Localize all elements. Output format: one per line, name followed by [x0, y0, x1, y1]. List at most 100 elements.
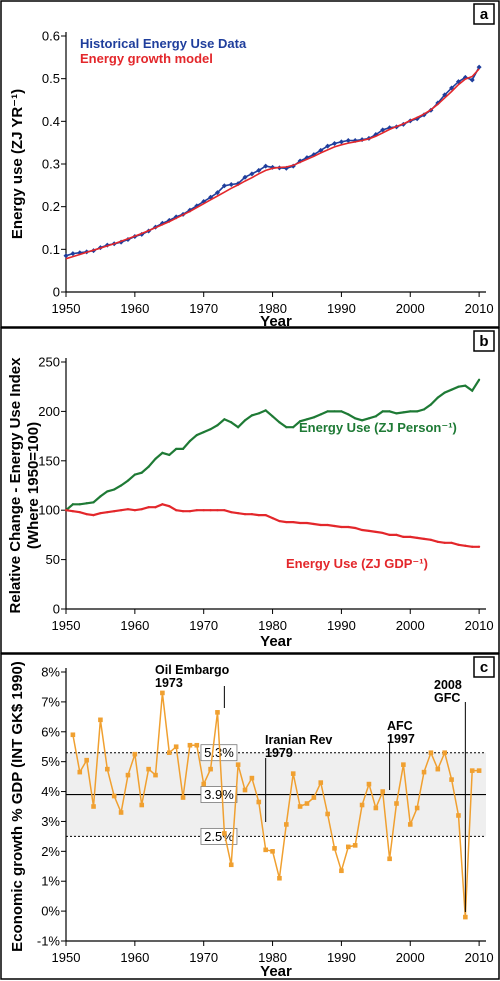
data-point: [478, 378, 481, 381]
panel-a-letter: a: [480, 6, 489, 23]
data-point: [354, 526, 357, 530]
data-point: [471, 389, 474, 392]
data-point: [113, 510, 116, 513]
data-point: [464, 544, 467, 547]
data-point: [318, 780, 324, 785]
y-axis-label: Energy use (ZJ YR⁻¹): [9, 89, 26, 239]
data-point: [476, 768, 482, 773]
data-point: [464, 384, 467, 387]
data-point: [297, 804, 303, 809]
data-point: [422, 537, 426, 540]
data-point: [160, 690, 165, 696]
panel-c-frame: [0, 653, 500, 980]
data-point: [311, 795, 317, 800]
band-label: 3.9%: [204, 787, 234, 802]
data-point: [326, 410, 329, 413]
data-point: [471, 545, 474, 548]
data-point: [92, 501, 95, 504]
x-tick-label: 1960: [120, 301, 149, 316]
x-tick-label: 1970: [189, 950, 218, 965]
data-point: [99, 512, 102, 515]
data-point: [436, 396, 439, 399]
data-point: [208, 766, 213, 772]
data-point: [305, 521, 309, 525]
data-point: [450, 388, 453, 391]
panel-a-frame: [0, 0, 500, 328]
panel-b-letter-box: b: [473, 330, 495, 352]
data-point: [119, 484, 123, 487]
data-point: [380, 789, 386, 794]
data-point: [125, 772, 131, 778]
data-point: [435, 766, 441, 772]
data-point: [325, 143, 331, 149]
data-point: [133, 509, 136, 512]
x-tick-label: 1950: [52, 301, 81, 316]
data-point: [106, 511, 109, 514]
data-point: [91, 804, 96, 809]
data-point: [278, 519, 281, 523]
data-point: [263, 847, 268, 853]
data-point: [478, 545, 481, 548]
data-point: [194, 742, 200, 748]
data-point: [388, 410, 391, 413]
y-tick-label: 0.4: [42, 114, 60, 129]
data-point: [99, 495, 102, 498]
data-point: [278, 421, 281, 424]
data-point: [373, 805, 379, 811]
data-point: [345, 138, 351, 144]
y-tick-label: 0: [53, 602, 60, 617]
data-point: [264, 514, 267, 517]
data-point: [230, 511, 233, 514]
x-tick-label: 2010: [465, 301, 494, 316]
data-point: [180, 795, 186, 800]
y-tick-label: 1%: [41, 874, 60, 889]
data-point: [243, 513, 247, 516]
data-point: [214, 190, 220, 196]
data-point: [298, 420, 302, 423]
data-point: [340, 525, 343, 529]
y-axis-label: Relative Change - Energy Use Index: [7, 357, 24, 614]
data-point: [202, 509, 205, 512]
data-point: [409, 535, 412, 538]
data-point: [449, 777, 454, 782]
y-tick-label: 3%: [41, 814, 60, 829]
data-point: [402, 411, 405, 414]
series-label-gdp: Energy Use (ZJ GDP⁻¹): [286, 556, 428, 571]
data-point: [374, 530, 377, 534]
x-axis-label: Year: [260, 963, 292, 980]
data-point: [407, 822, 413, 827]
data-point: [333, 524, 336, 528]
data-point: [77, 769, 83, 775]
chart-c: 5.3%3.9%2.5%-1%0%1%2%3%4%5%6%7%8%1950 196…: [9, 661, 494, 980]
annotation-line1: Oil Embargo: [155, 663, 230, 677]
data-point: [70, 251, 76, 257]
series-label-person: Energy Use (ZJ Person⁻¹): [299, 420, 457, 435]
y-tick-label: 200: [38, 404, 60, 419]
data-point: [230, 421, 233, 424]
x-tick-label: 2000: [396, 301, 425, 316]
data-point: [64, 509, 68, 512]
data-point: [216, 509, 219, 512]
data-point: [270, 849, 275, 854]
data-point: [325, 811, 330, 817]
data-point: [147, 465, 150, 468]
data-point: [106, 490, 109, 493]
data-point: [223, 509, 226, 512]
panel-c-letter-box: c: [473, 656, 495, 678]
data-point: [71, 503, 74, 506]
data-point: [161, 503, 164, 506]
y-tick-label: 0%: [41, 904, 60, 919]
data-point: [347, 525, 350, 529]
data-point: [139, 802, 145, 808]
x-tick-label: 1970: [189, 301, 218, 316]
data-point: [70, 732, 76, 738]
data-point: [312, 522, 315, 526]
y-axis-label: Economic growth % GDP (INT GK$ 1990): [9, 661, 26, 952]
data-point: [202, 431, 205, 434]
annotation-line1: AFC: [387, 719, 413, 733]
x-tick-label: 1980: [258, 301, 287, 316]
data-point: [111, 793, 117, 799]
data-point: [402, 535, 405, 538]
x-tick-label: 2010: [465, 618, 494, 633]
